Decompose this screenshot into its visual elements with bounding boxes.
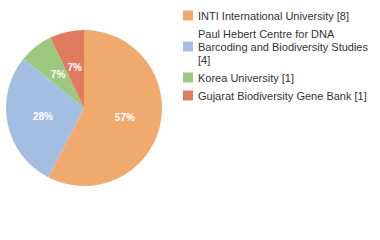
svg-text:INTI International University: INTI International University [8] [198,10,349,22]
svg-text:57%: 57% [115,112,135,123]
svg-text:7%: 7% [51,69,66,80]
svg-text:Gujarat Biodiversity Gene Bank: Gujarat Biodiversity Gene Bank [1] [198,90,367,102]
svg-text:Paul Hebert Centre for DNA: Paul Hebert Centre for DNA [198,28,335,40]
svg-text:Barcoding and Biodiversity Stu: Barcoding and Biodiversity Studies [198,41,368,53]
svg-text:28%: 28% [33,111,53,122]
svg-text:[4]: [4] [198,54,210,66]
svg-text:7%: 7% [68,62,83,73]
svg-text:Korea University [1]: Korea University [1] [198,72,294,84]
